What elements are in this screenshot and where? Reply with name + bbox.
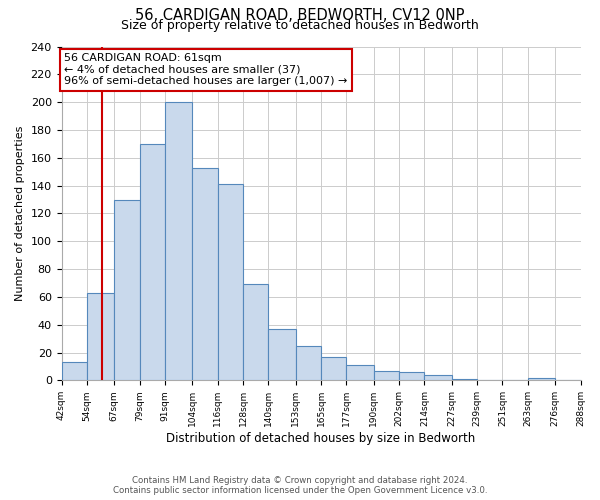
Bar <box>243 284 268 380</box>
Bar <box>321 356 346 380</box>
X-axis label: Distribution of detached houses by size in Bedworth: Distribution of detached houses by size … <box>166 432 476 445</box>
Bar <box>114 200 140 380</box>
Bar <box>268 329 296 380</box>
Bar <box>193 168 218 380</box>
Bar <box>452 379 477 380</box>
Bar <box>87 292 114 380</box>
Bar <box>62 362 87 380</box>
Text: 56 CARDIGAN ROAD: 61sqm
← 4% of detached houses are smaller (37)
96% of semi-det: 56 CARDIGAN ROAD: 61sqm ← 4% of detached… <box>64 53 347 86</box>
Bar <box>296 346 321 380</box>
Bar <box>218 184 243 380</box>
Text: Size of property relative to detached houses in Bedworth: Size of property relative to detached ho… <box>121 18 479 32</box>
Text: 56, CARDIGAN ROAD, BEDWORTH, CV12 0NP: 56, CARDIGAN ROAD, BEDWORTH, CV12 0NP <box>135 8 465 22</box>
Bar <box>165 102 193 380</box>
Bar <box>140 144 165 380</box>
Bar <box>346 365 374 380</box>
Bar <box>374 370 399 380</box>
Bar <box>399 372 424 380</box>
Bar <box>528 378 555 380</box>
Y-axis label: Number of detached properties: Number of detached properties <box>15 126 25 301</box>
Text: Contains HM Land Registry data © Crown copyright and database right 2024.
Contai: Contains HM Land Registry data © Crown c… <box>113 476 487 495</box>
Bar <box>424 375 452 380</box>
